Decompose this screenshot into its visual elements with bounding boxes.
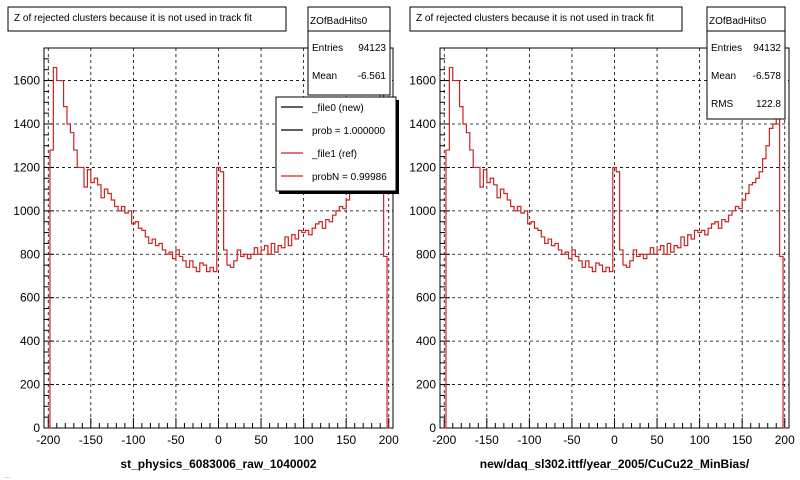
x-axis-label: new/daq_sl302.ittf/year_2005/CuCu22_MinB… [480, 457, 750, 471]
x-tick-label: 0 [611, 433, 618, 447]
y-tick-label: 1200 [409, 160, 436, 174]
stats-value: -6.578 [753, 71, 782, 82]
y-tick-label: 1600 [13, 74, 40, 88]
y-tick-label: 800 [416, 247, 436, 261]
x-tick-label: -150 [79, 433, 103, 447]
y-tick-label: 0 [429, 421, 436, 435]
x-tick-label: 100 [294, 433, 314, 447]
legend-label: prob = 1.000000 [312, 126, 386, 137]
x-tick-label: 150 [732, 433, 752, 447]
y-tick-label: 600 [416, 291, 436, 305]
series-line-ref [442, 66, 787, 429]
title-box [409, 6, 683, 32]
chart-title: Z of rejected clusters because it is not… [416, 13, 654, 24]
x-tick-label: 50 [650, 433, 664, 447]
legend-label: _file1 (ref) [311, 149, 357, 160]
series-line-ref [46, 66, 391, 429]
title-box [7, 6, 287, 32]
chart-panel-1: -200 -150 -100 -50 0 50 100 150 200 0 200 400 600 800… [409, 6, 795, 471]
stats-label: Mean [711, 71, 736, 82]
x-tick-label: 150 [336, 433, 356, 447]
y-tick-label: 1200 [13, 160, 40, 174]
stats-box [307, 6, 391, 96]
legend-label: probN = 0.99986 [312, 172, 387, 183]
y-tick-label: 800 [20, 247, 40, 261]
stats-label: Mean [312, 71, 337, 82]
legend: _file0 (new) prob = 1.000000 _file1 (ref) p… [275, 96, 399, 194]
x-tick-label: -50 [563, 433, 581, 447]
y-tick-label: 600 [20, 291, 40, 305]
x-axis-label: st_physics_6083006_raw_1040002 [120, 457, 316, 471]
x-tick-label: 50 [254, 433, 268, 447]
stats-value: 122.8 [756, 99, 781, 110]
stats-box [706, 6, 786, 120]
y-tick-label: 0 [33, 421, 40, 435]
stats-label: Entries [312, 43, 343, 54]
chart-panel-0: -200 -150 -100 -50 0 50 100 150 200 0 200 400 600 800… [7, 6, 399, 471]
x-tick-label: -150 [475, 433, 499, 447]
x-tick-label: 200 [379, 433, 399, 447]
x-tick-label: -200 [432, 433, 456, 447]
x-tick-label: 0 [215, 433, 222, 447]
x-tick-label: -100 [121, 433, 145, 447]
legend-box [275, 96, 397, 192]
y-tick-label: 1000 [409, 204, 436, 218]
stats-box-name: ZOfBadHits0 [310, 16, 368, 27]
stats-value: 94123 [358, 43, 386, 54]
x-tick-label: 200 [775, 433, 795, 447]
chart-title: Z of rejected clusters because it is not… [14, 13, 252, 24]
stats-value: 94132 [753, 43, 781, 54]
stats-label: Entries [711, 43, 742, 54]
y-tick-label: 200 [416, 378, 436, 392]
stats-label: RMS [711, 99, 734, 110]
y-tick-label: 1600 [409, 74, 436, 88]
y-tick-label: 200 [20, 378, 40, 392]
x-tick-label: -200 [36, 433, 60, 447]
x-tick-label: -100 [517, 433, 541, 447]
x-tick-label: 100 [690, 433, 710, 447]
y-tick-label: 1400 [13, 117, 40, 131]
stats-box-name: ZOfBadHits0 [709, 16, 767, 27]
x-tick-label: -50 [167, 433, 185, 447]
stats-value: -6.561 [358, 71, 387, 82]
y-tick-label: 1400 [409, 117, 436, 131]
y-tick-label: 1000 [13, 204, 40, 218]
y-tick-label: 400 [416, 334, 436, 348]
y-tick-label: 400 [20, 334, 40, 348]
legend-label: _file0 (new) [311, 103, 364, 114]
footer-note: ... [4, 471, 11, 480]
